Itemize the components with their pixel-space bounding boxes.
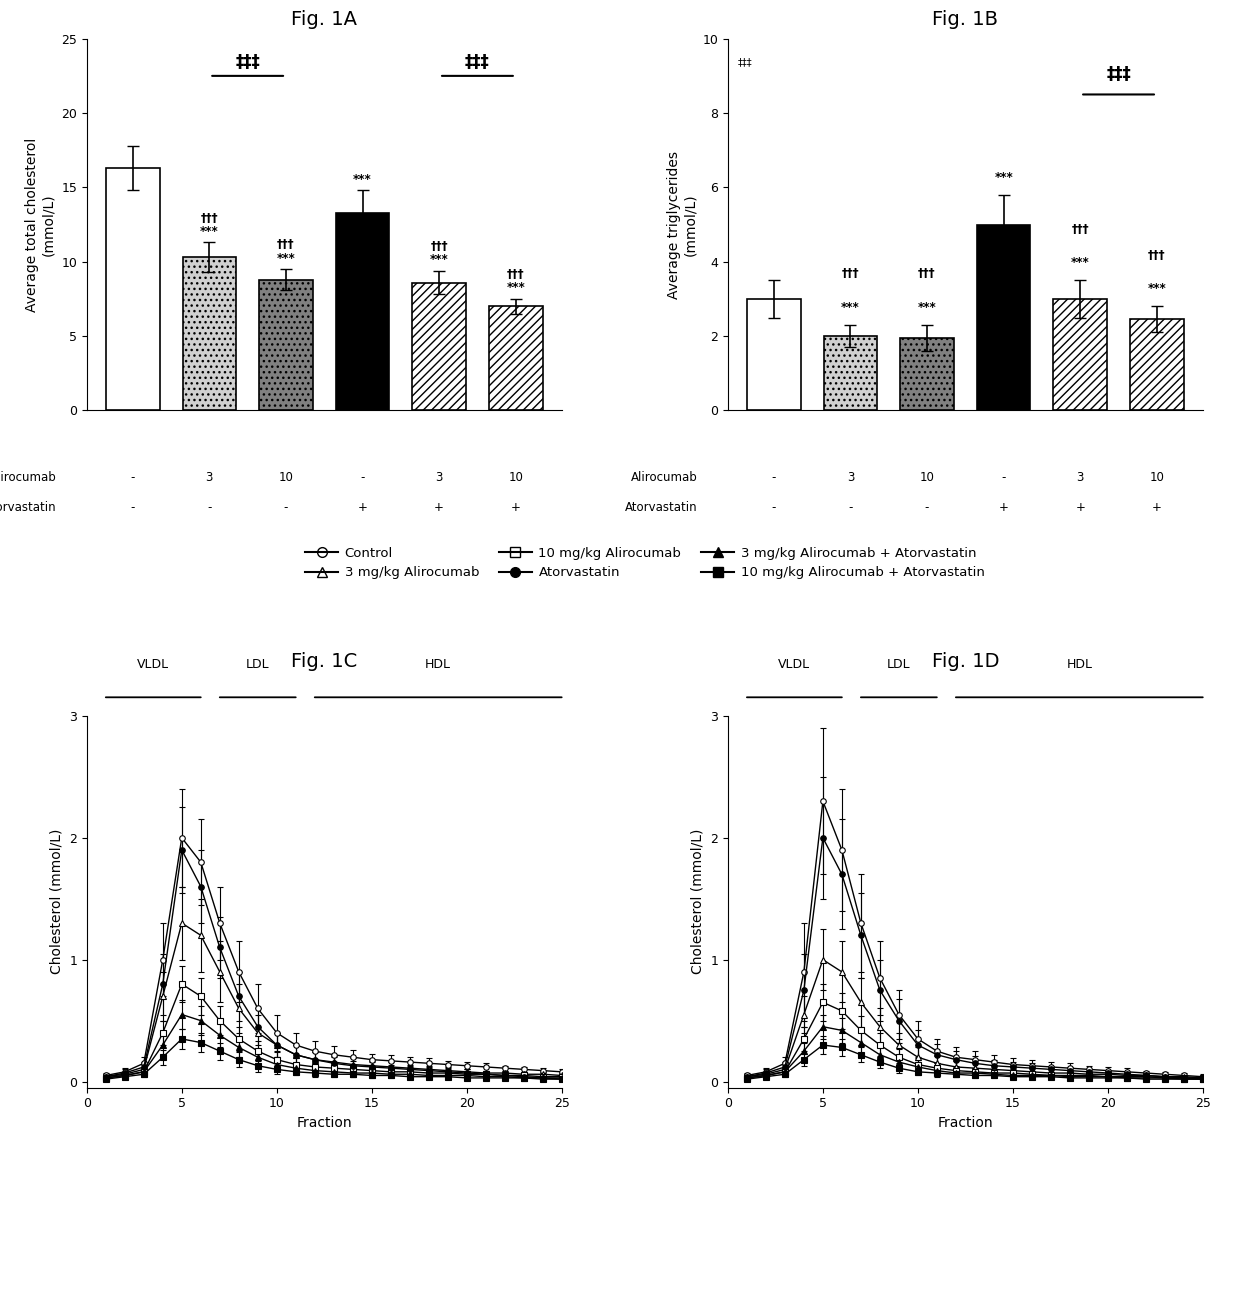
Text: Atorvastatin: Atorvastatin: [0, 501, 56, 513]
Text: ***: ***: [918, 301, 936, 313]
Y-axis label: Average total cholesterol
(mmol/L): Average total cholesterol (mmol/L): [26, 138, 56, 312]
Text: -: -: [361, 471, 365, 484]
Text: -: -: [1002, 471, 1006, 484]
Bar: [900, 338, 954, 410]
Bar: [977, 224, 1030, 410]
X-axis label: Fraction: Fraction: [296, 1116, 352, 1130]
Title: Fig. 1D: Fig. 1D: [931, 653, 999, 671]
Text: -: -: [284, 501, 288, 513]
Y-axis label: Cholesterol (mmol/L): Cholesterol (mmol/L): [50, 829, 63, 974]
Bar: [413, 283, 466, 410]
Text: ***: ***: [200, 224, 218, 237]
Text: 3: 3: [847, 471, 854, 484]
Text: VLDL: VLDL: [779, 658, 811, 671]
Text: ***: ***: [1147, 283, 1166, 295]
Text: -: -: [130, 501, 135, 513]
Text: -: -: [130, 471, 135, 484]
Text: ***: ***: [506, 281, 525, 294]
Text: †††: †††: [430, 240, 448, 253]
Text: VLDL: VLDL: [138, 658, 170, 671]
Text: Alirocumab: Alirocumab: [0, 471, 56, 484]
Text: -: -: [771, 501, 776, 513]
X-axis label: Fraction: Fraction: [937, 1116, 993, 1130]
Bar: [823, 337, 877, 410]
Text: -: -: [925, 501, 929, 513]
Text: †††: †††: [507, 268, 525, 281]
Text: -: -: [771, 471, 776, 484]
Text: †††: †††: [919, 267, 936, 280]
Text: HDL: HDL: [425, 658, 451, 671]
Text: ***: ***: [277, 252, 295, 264]
Text: †††: †††: [201, 212, 218, 224]
Bar: [1130, 320, 1184, 410]
Bar: [105, 168, 160, 410]
Text: ***: ***: [353, 173, 372, 186]
Text: -: -: [207, 501, 212, 513]
Text: +: +: [357, 501, 367, 513]
Text: †††: †††: [277, 239, 295, 252]
Bar: [746, 299, 801, 410]
Text: +: +: [1075, 501, 1085, 513]
Text: ***: ***: [994, 170, 1013, 183]
Text: ‡‡‡: ‡‡‡: [236, 53, 260, 71]
Text: ***: ***: [430, 253, 449, 266]
Text: Alirocumab: Alirocumab: [630, 471, 697, 484]
Text: ***: ***: [1071, 257, 1090, 270]
Text: 3: 3: [206, 471, 213, 484]
Text: 10: 10: [920, 471, 935, 484]
Title: Fig. 1C: Fig. 1C: [291, 653, 357, 671]
Bar: [1054, 299, 1107, 410]
Text: †††: †††: [842, 267, 859, 280]
Text: +: +: [511, 501, 521, 513]
Text: ***: ***: [841, 301, 859, 313]
Text: Atorvastatin: Atorvastatin: [625, 501, 697, 513]
Text: +: +: [1152, 501, 1162, 513]
Bar: [489, 307, 543, 410]
Y-axis label: Cholesterol (mmol/L): Cholesterol (mmol/L): [691, 829, 704, 974]
Text: LDL: LDL: [887, 658, 910, 671]
Text: 10: 10: [279, 471, 294, 484]
Text: 10: 10: [508, 471, 523, 484]
Y-axis label: Average triglycerides
(mmol/L): Average triglycerides (mmol/L): [667, 151, 697, 298]
Text: ‡‡‡: ‡‡‡: [465, 53, 490, 71]
Text: +: +: [434, 501, 444, 513]
Bar: [336, 213, 389, 410]
Text: -: -: [848, 501, 853, 513]
Text: LDL: LDL: [246, 658, 269, 671]
Text: +: +: [998, 501, 1008, 513]
Text: 10: 10: [1149, 471, 1164, 484]
Text: HDL: HDL: [1066, 658, 1092, 671]
Legend: Control, 3 mg/kg Alirocumab, 10 mg/kg Alirocumab, Atorvastatin, 3 mg/kg Alirocum: Control, 3 mg/kg Alirocumab, 10 mg/kg Al…: [300, 542, 990, 584]
Text: †††: †††: [1148, 249, 1166, 262]
Title: Fig. 1B: Fig. 1B: [932, 10, 998, 28]
Title: Fig. 1A: Fig. 1A: [291, 10, 357, 28]
Text: †††: †††: [1071, 223, 1089, 236]
Text: 3: 3: [435, 471, 443, 484]
Bar: [182, 257, 236, 410]
Text: ‡‡‡: ‡‡‡: [1106, 66, 1131, 84]
Text: ‡‡‡: ‡‡‡: [738, 57, 751, 67]
Text: 3: 3: [1076, 471, 1084, 484]
Bar: [259, 280, 312, 410]
